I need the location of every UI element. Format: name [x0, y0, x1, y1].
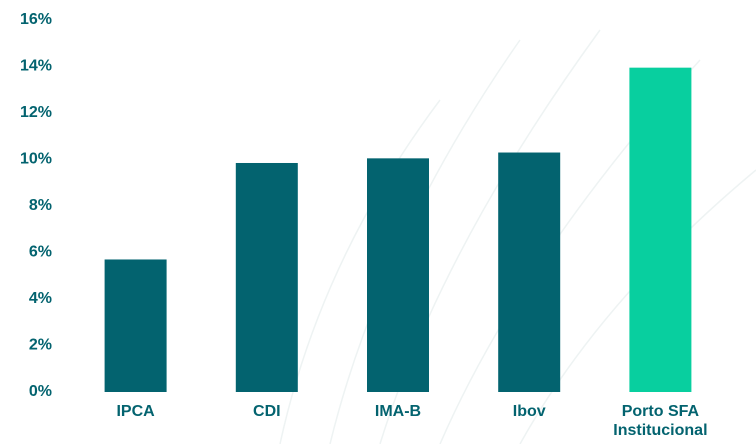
x-tick-label: CDI [253, 403, 281, 420]
bar [235, 162, 298, 392]
bar [367, 158, 429, 392]
background-arc [519, 169, 756, 444]
y-tick-label: 10% [20, 151, 52, 168]
bars [104, 67, 692, 392]
bar [104, 259, 167, 392]
x-tick-label: Porto SFA Institucional [613, 403, 707, 439]
x-tick-label: IMA-B [375, 403, 421, 420]
y-tick-label: 2% [29, 337, 52, 354]
bar [498, 152, 561, 392]
y-axis: 0% 2% 4% 6% 8% 10% 12% 14% 16% [20, 11, 52, 400]
y-tick-label: 6% [29, 244, 52, 261]
x-tick-label: IPCA [116, 403, 155, 420]
y-tick-label: 4% [29, 290, 52, 307]
x-tick-label: Ibov [513, 403, 546, 420]
bar [629, 67, 692, 392]
y-tick-label: 16% [20, 11, 52, 28]
background-arc [279, 99, 441, 444]
y-tick-label: 8% [29, 197, 52, 214]
y-tick-label: 12% [20, 104, 52, 121]
y-tick-label: 14% [20, 58, 52, 75]
x-axis: IPCA CDI IMA-B Ibov Porto SFA Institucional [116, 403, 707, 439]
y-tick-label: 0% [29, 383, 52, 400]
